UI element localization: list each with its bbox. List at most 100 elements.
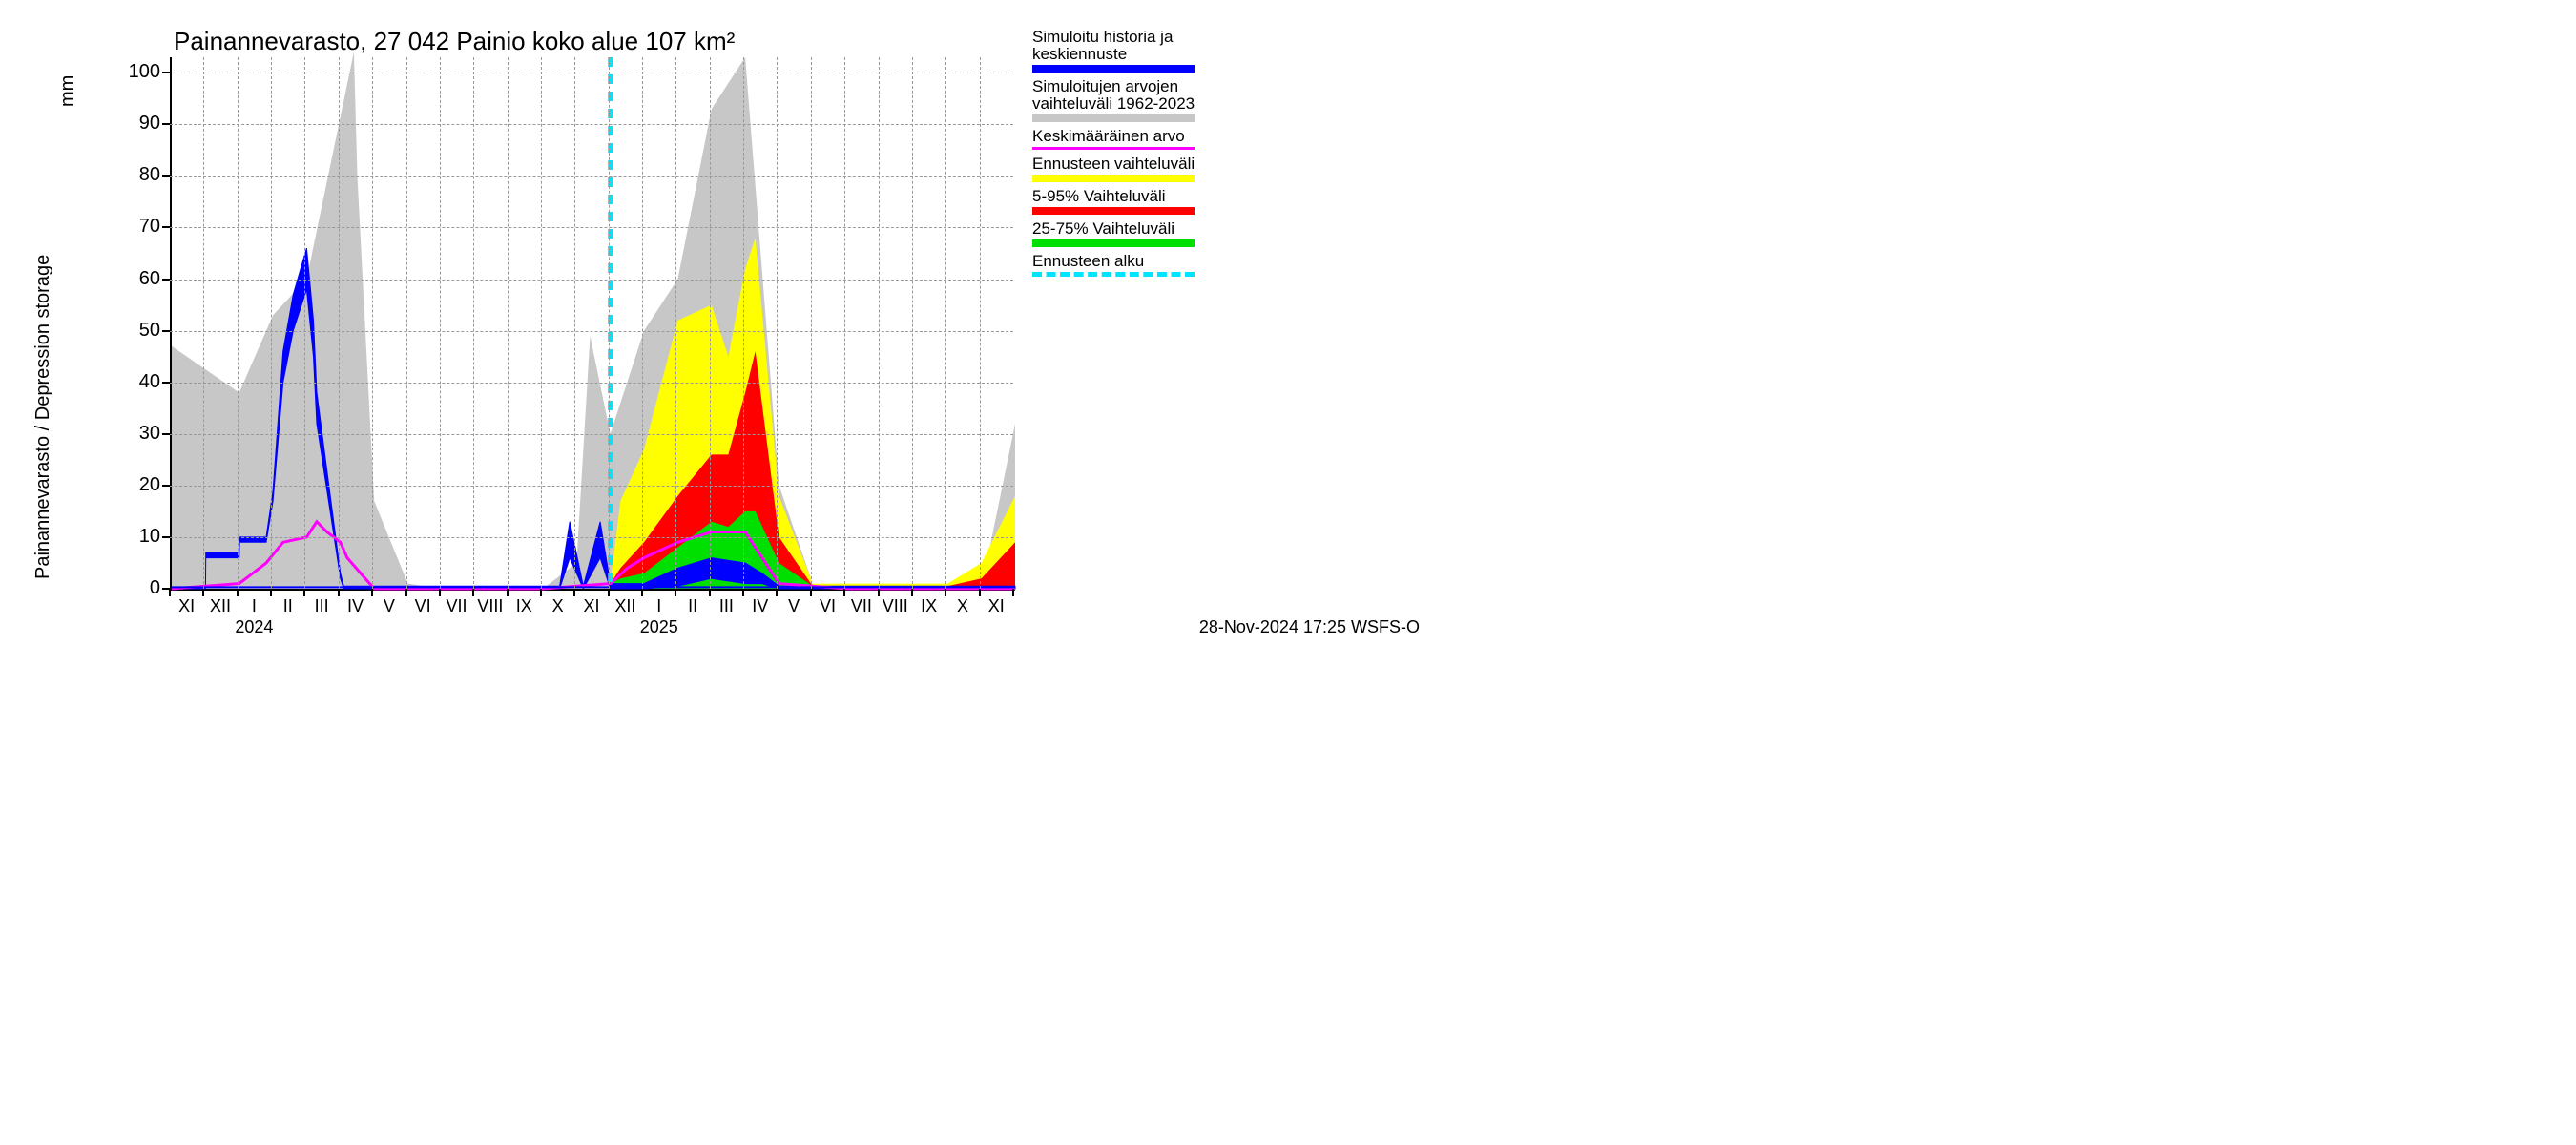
legend-item: Simuloitu historia jakeskiennuste <box>1032 29 1195 73</box>
x-tick <box>303 589 305 596</box>
grid-line-v <box>710 57 711 589</box>
x-month-label: II <box>283 596 293 616</box>
grid-line-v <box>945 57 946 589</box>
x-tick <box>979 589 981 596</box>
grid-line-v <box>203 57 204 589</box>
grid-line-v <box>406 57 407 589</box>
legend-item: 5-95% Vaihteluväli <box>1032 188 1195 215</box>
grid-line-v <box>811 57 812 589</box>
grid-line-h <box>170 124 1013 125</box>
y-tick <box>162 123 170 125</box>
x-tick <box>371 589 373 596</box>
x-month-label: VI <box>820 596 836 616</box>
legend-label: vaihteluväli 1962-2023 <box>1032 95 1195 113</box>
grid-line-h <box>170 537 1013 538</box>
grid-line-h <box>170 176 1013 177</box>
y-tick <box>162 433 170 435</box>
x-tick <box>202 589 204 596</box>
grid-line-h <box>170 486 1013 487</box>
x-tick <box>608 589 610 596</box>
y-tick-label: 50 <box>114 320 160 342</box>
x-month-label: II <box>688 596 697 616</box>
x-tick <box>641 589 643 596</box>
legend-label: 5-95% Vaihteluväli <box>1032 188 1195 205</box>
grid-line-v <box>879 57 880 589</box>
legend-label: 25-75% Vaihteluväli <box>1032 220 1195 238</box>
y-tick-label: 0 <box>114 577 160 599</box>
legend-label: Ennusteen alku <box>1032 253 1195 270</box>
x-tick <box>810 589 812 596</box>
grid-line-h <box>170 331 1013 332</box>
x-month-label: VII <box>447 596 467 616</box>
x-tick <box>573 589 575 596</box>
y-tick <box>162 382 170 384</box>
legend-swatch <box>1032 239 1195 247</box>
legend-item: 25-75% Vaihteluväli <box>1032 220 1195 247</box>
x-tick <box>338 589 340 596</box>
grid-line-v <box>844 57 845 589</box>
legend-swatch <box>1032 65 1195 73</box>
grid-line-v <box>743 57 744 589</box>
y-tick <box>162 279 170 281</box>
x-month-label: XI <box>583 596 599 616</box>
x-tick <box>169 589 171 596</box>
legend-swatch <box>1032 272 1195 277</box>
x-tick <box>776 589 778 596</box>
grid-line-v <box>541 57 542 589</box>
legend-item: Simuloitujen arvojenvaihteluväli 1962-20… <box>1032 78 1195 122</box>
legend-swatch <box>1032 207 1195 215</box>
timestamp: 28-Nov-2024 17:25 WSFS-O <box>1199 617 1420 637</box>
legend-label: Ennusteen vaihteluväli <box>1032 156 1195 173</box>
grid-line-v <box>508 57 509 589</box>
x-tick <box>945 589 946 596</box>
hist-range-area <box>172 52 1015 589</box>
y-tick <box>162 536 170 538</box>
x-tick <box>237 589 239 596</box>
grid-line-h <box>170 227 1013 228</box>
grid-line-v <box>980 57 981 589</box>
x-tick <box>270 589 272 596</box>
x-month-label: XII <box>210 596 231 616</box>
x-tick <box>1012 589 1014 596</box>
x-tick <box>540 589 542 596</box>
x-tick <box>405 589 407 596</box>
grid-line-v <box>574 57 575 589</box>
x-month-label: XI <box>988 596 1005 616</box>
x-month-label: I <box>656 596 661 616</box>
x-month-label: VIII <box>477 596 503 616</box>
grid-line-h <box>170 383 1013 384</box>
legend-label: Simuloitujen arvojen <box>1032 78 1195 95</box>
y-tick-label: 20 <box>114 474 160 496</box>
grid-line-h <box>170 434 1013 435</box>
y-tick-label: 30 <box>114 423 160 445</box>
y-tick-label: 90 <box>114 113 160 135</box>
x-tick <box>843 589 845 596</box>
x-tick <box>878 589 880 596</box>
legend-swatch <box>1032 147 1195 150</box>
x-tick <box>911 589 913 596</box>
y-axis-label: Painannevarasto / Depression storage <box>32 255 54 579</box>
plot-area <box>170 57 1015 591</box>
chart-title: Painannevarasto, 27 042 Painio koko alue… <box>174 27 735 56</box>
grid-line-v <box>912 57 913 589</box>
legend-label: keskiennuste <box>1032 46 1195 63</box>
legend-label: Keskimääräinen arvo <box>1032 128 1195 145</box>
grid-line-v <box>238 57 239 589</box>
y-tick-label: 80 <box>114 164 160 186</box>
grid-line-v <box>339 57 340 589</box>
x-year-label: 2024 <box>235 617 273 637</box>
x-tick <box>742 589 744 596</box>
x-month-label: IX <box>921 596 937 616</box>
legend-item: Ennusteen alku <box>1032 253 1195 277</box>
legend-item: Ennusteen vaihteluväli <box>1032 156 1195 182</box>
y-tick <box>162 485 170 487</box>
grid-line-v <box>304 57 305 589</box>
x-month-label: VII <box>851 596 872 616</box>
grid-line-v <box>440 57 441 589</box>
legend: Simuloitu historia jakeskiennuste Simuloi… <box>1032 29 1195 286</box>
x-month-label: X <box>957 596 968 616</box>
x-month-label: V <box>788 596 800 616</box>
x-tick <box>507 589 509 596</box>
x-month-label: X <box>552 596 564 616</box>
chart-svg <box>172 57 1015 589</box>
